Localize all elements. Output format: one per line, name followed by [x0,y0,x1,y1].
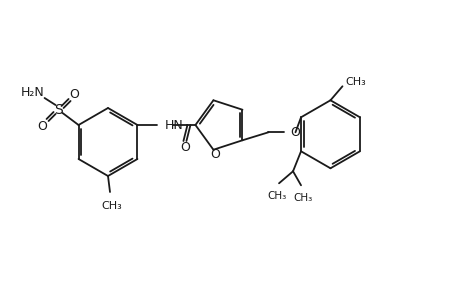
Text: CH₃: CH₃ [267,191,286,201]
Text: O: O [69,88,79,100]
Text: CH₃: CH₃ [293,193,312,203]
Text: H₂N: H₂N [21,85,45,98]
Text: HN: HN [164,118,183,131]
Text: S: S [54,103,63,117]
Text: O: O [210,148,220,161]
Text: O: O [290,126,300,139]
Text: O: O [38,119,47,133]
Text: CH₃: CH₃ [345,77,365,87]
Text: CH₃: CH₃ [101,201,122,211]
Text: O: O [180,140,190,154]
